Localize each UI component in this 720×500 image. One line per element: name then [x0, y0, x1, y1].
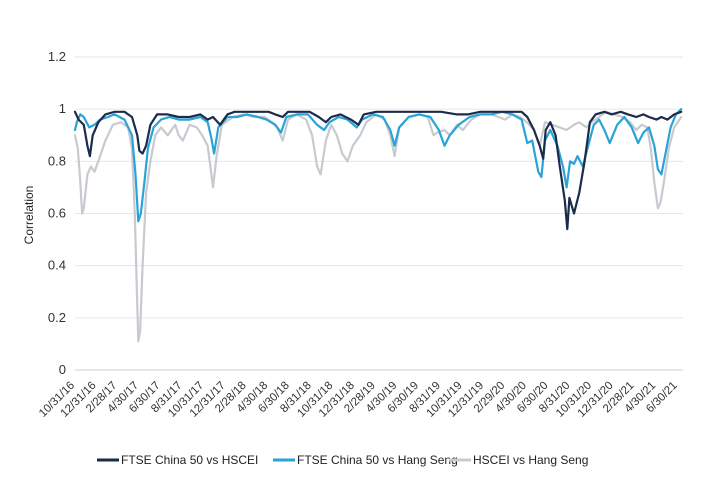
series-line-0 — [73, 110, 683, 231]
y-tick-label: 0 — [59, 362, 66, 377]
y-tick-label: 1.2 — [48, 49, 66, 64]
grid-lines — [75, 56, 683, 319]
series-lines — [73, 108, 683, 343]
legend-label-1: FTSE China 50 vs Hang Seng — [297, 453, 458, 467]
legend: FTSE China 50 vs HSCEI FTSE China 50 vs H… — [97, 453, 588, 467]
y-tick-label: 0.4 — [48, 258, 66, 273]
y-tick-label: 0.8 — [48, 153, 66, 168]
y-tick-label: 0.2 — [48, 310, 66, 325]
legend-label-0: FTSE China 50 vs HSCEI — [121, 453, 258, 467]
y-tick-label: 0.6 — [48, 206, 66, 221]
y-axis-title: Correlation — [22, 186, 36, 245]
y-axis: 0 0.2 0.4 0.6 0.8 1 1.2 — [48, 49, 66, 377]
legend-label-2: HSCEI vs Hang Seng — [473, 453, 588, 467]
series-line-2 — [73, 110, 683, 343]
series-line-1 — [73, 108, 683, 223]
x-axis: 10/31/1612/31/162/28/174/30/176/30/178/3… — [37, 369, 683, 420]
y-tick-label: 1 — [59, 101, 66, 116]
